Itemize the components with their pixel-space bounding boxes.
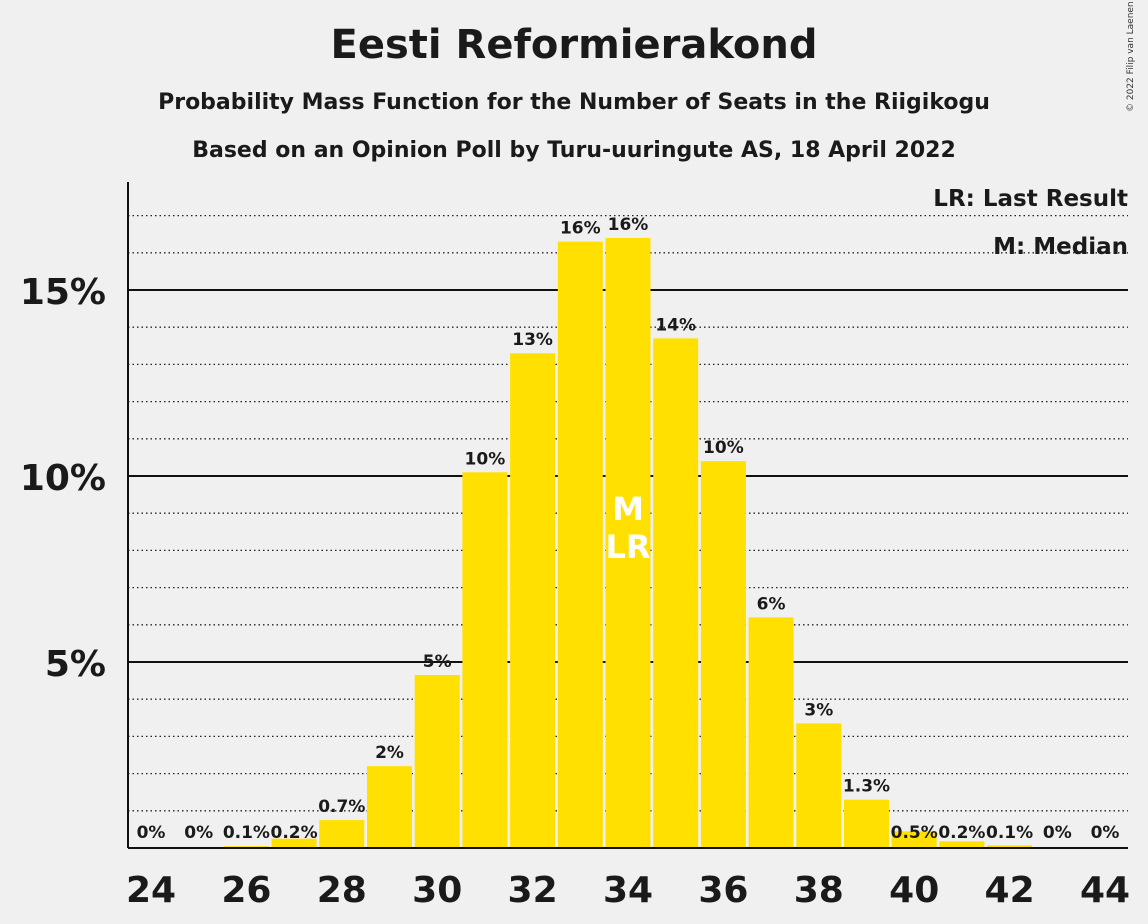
x-tick-label: 24 (126, 870, 176, 911)
bar (796, 723, 842, 848)
data-label: 0.2% (938, 823, 985, 843)
x-tick-label: 30 (412, 870, 462, 911)
bar (653, 338, 699, 848)
x-tick-label: 36 (698, 870, 748, 911)
chart-source: Based on an Opinion Poll by Turu-uuringu… (192, 138, 956, 163)
x-tick-label: 26 (221, 870, 271, 911)
data-label: 0.7% (318, 797, 365, 817)
bar (844, 799, 889, 848)
data-label: 0% (1091, 823, 1120, 843)
bar (891, 831, 937, 848)
median-marker: M (612, 490, 644, 528)
bar (367, 766, 412, 848)
x-tick-label: 38 (794, 870, 844, 911)
data-label: 16% (608, 215, 649, 235)
x-tick-label: 32 (508, 870, 558, 911)
x-tick-label: 28 (317, 870, 367, 911)
data-label: 0.1% (986, 823, 1033, 843)
bar (557, 241, 603, 848)
bar (271, 838, 317, 848)
x-tick-label: 40 (889, 870, 939, 911)
data-label: 10% (703, 438, 744, 458)
y-tick-label: 5% (45, 644, 106, 685)
bar (510, 353, 556, 848)
bar (748, 617, 794, 848)
data-label: 13% (512, 330, 553, 350)
bar (987, 845, 1033, 848)
bar (605, 237, 651, 849)
data-label: 1.3% (843, 777, 890, 797)
last-result-marker: LR (605, 528, 650, 566)
data-label: 16% (560, 219, 601, 239)
legend-median: M: Median (993, 234, 1128, 260)
bar (414, 675, 460, 848)
data-label: 0% (184, 823, 213, 843)
bar (462, 472, 508, 848)
bar (939, 841, 985, 848)
x-tick-label: 42 (985, 870, 1035, 911)
x-tick-label: 44 (1080, 870, 1130, 911)
bar (319, 820, 365, 848)
data-label: 14% (655, 315, 696, 335)
chart-subtitle: Probability Mass Function for the Number… (158, 90, 990, 115)
data-label: 0% (1043, 823, 1072, 843)
data-label: 10% (465, 449, 506, 469)
y-tick-label: 15% (20, 272, 106, 313)
x-tick-label: 34 (603, 870, 653, 911)
y-tick-label: 10% (20, 458, 106, 499)
data-label: 3% (804, 700, 833, 720)
data-label: 0.5% (891, 823, 938, 843)
chart-title: Eesti Reformierakond (330, 22, 818, 68)
bar (700, 461, 746, 848)
data-label: 0% (137, 823, 166, 843)
data-label: 0.2% (271, 823, 318, 843)
legend-last-result: LR: Last Result (933, 186, 1128, 212)
data-label: 0.1% (223, 823, 270, 843)
data-label: 5% (423, 652, 452, 672)
data-label: 2% (375, 743, 404, 763)
data-label: 6% (757, 594, 786, 614)
